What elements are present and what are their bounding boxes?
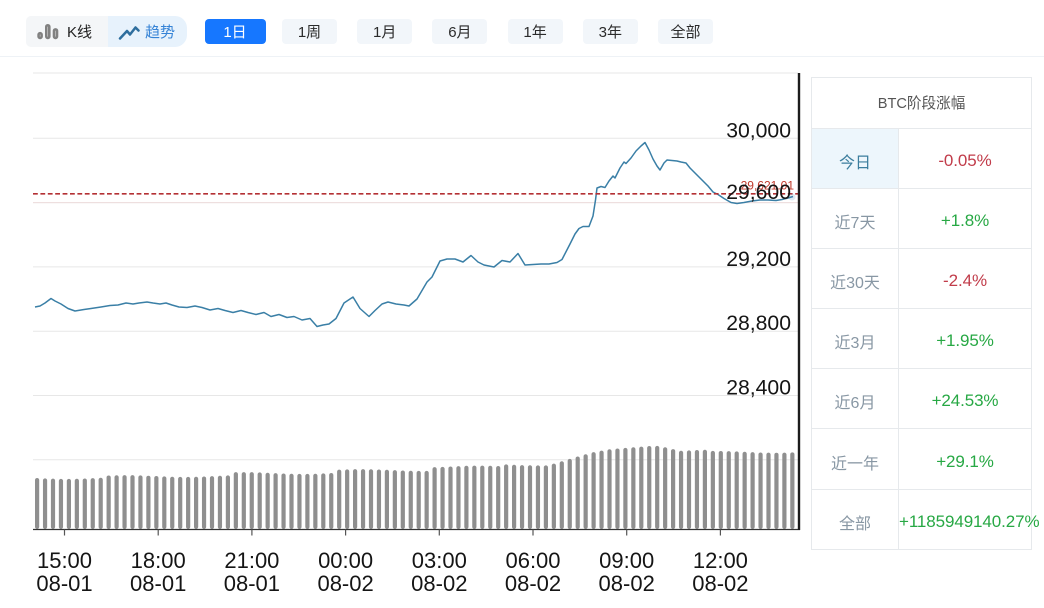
svg-text:29,600: 29,600 bbox=[726, 181, 791, 204]
svg-text:09:00: 09:00 bbox=[599, 548, 654, 573]
svg-text:08-02: 08-02 bbox=[505, 571, 561, 596]
svg-text:18:00: 18:00 bbox=[131, 548, 186, 573]
svg-text:08-01: 08-01 bbox=[130, 571, 186, 596]
svg-text:08-02: 08-02 bbox=[599, 571, 655, 596]
svg-text:30,000: 30,000 bbox=[726, 119, 791, 142]
svg-text:21:00: 21:00 bbox=[224, 548, 279, 573]
svg-text:08-02: 08-02 bbox=[692, 571, 748, 596]
svg-text:29,621.01: 29,621.01 bbox=[741, 179, 795, 193]
svg-text:28,400: 28,400 bbox=[726, 377, 791, 400]
svg-text:08-02: 08-02 bbox=[411, 571, 467, 596]
svg-text:29,200: 29,200 bbox=[726, 248, 791, 271]
svg-text:08-01: 08-01 bbox=[224, 571, 280, 596]
svg-text:08-01: 08-01 bbox=[36, 571, 92, 596]
svg-text:00:00: 00:00 bbox=[318, 548, 373, 573]
svg-text:12:00: 12:00 bbox=[693, 548, 748, 573]
svg-text:15:00: 15:00 bbox=[37, 548, 92, 573]
svg-text:03:00: 03:00 bbox=[412, 548, 467, 573]
svg-text:28,800: 28,800 bbox=[726, 312, 791, 335]
svg-text:08-02: 08-02 bbox=[317, 571, 373, 596]
svg-text:06:00: 06:00 bbox=[505, 548, 560, 573]
